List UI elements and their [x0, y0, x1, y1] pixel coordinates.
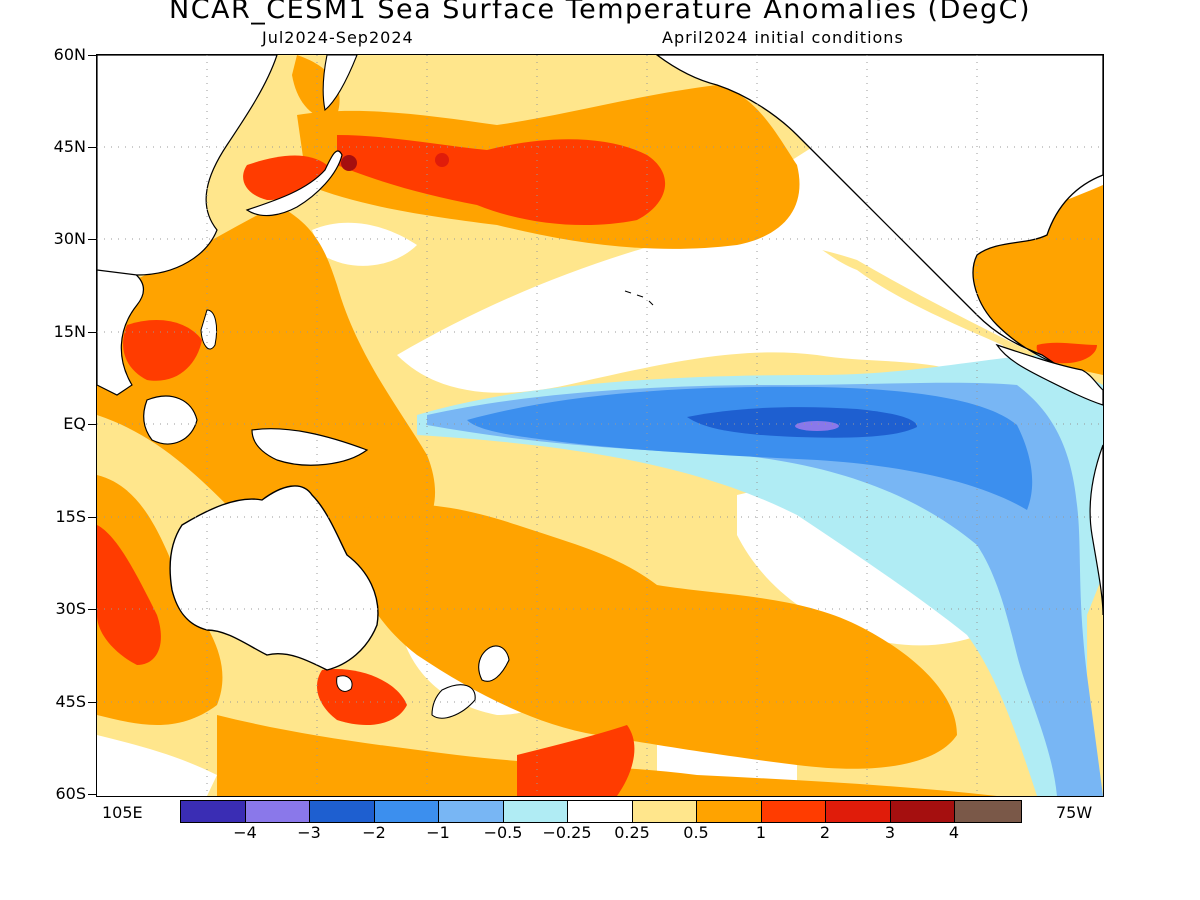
colorbar-label: 2	[819, 823, 831, 842]
caribbean-hot-spot	[1036, 342, 1097, 364]
lat-tick	[88, 517, 96, 518]
hawaii	[624, 290, 654, 306]
southern-ocean-hot-spot	[517, 725, 635, 796]
lat-tick	[88, 147, 96, 148]
colorbar-cell	[955, 801, 1021, 822]
lat-label: EQ	[63, 414, 86, 433]
colorbar-label: −2	[362, 823, 386, 842]
west-pacific-warm-pool	[97, 205, 436, 563]
colorbar-cell	[891, 801, 955, 822]
sst-anomaly-map	[96, 54, 1104, 797]
lat-label: 15S	[55, 507, 86, 526]
colorbar-label: 0.25	[614, 823, 650, 842]
colorbar-label: 1	[755, 823, 767, 842]
lat-label: 45S	[55, 692, 86, 711]
colorbar-cell	[310, 801, 375, 822]
southern-ocean-warm	[217, 715, 997, 796]
colorbar	[180, 800, 1022, 823]
lat-tick	[88, 794, 96, 795]
south-america-coast	[1089, 444, 1103, 616]
new-zealand-south	[431, 684, 476, 719]
japan	[245, 150, 343, 217]
southwest-warm-region	[97, 475, 223, 725]
colorbar-cell	[762, 801, 826, 822]
colorbar-label: −0.5	[483, 823, 523, 842]
colorbar-cell	[697, 801, 762, 822]
map-title: NCAR_CESM1 Sea Surface Temperature Anoma…	[169, 0, 1031, 25]
lat-label: 15N	[53, 322, 86, 341]
colorbar-cell	[504, 801, 568, 822]
north-pacific-neutral-zone	[397, 223, 1047, 415]
colorbar-label: 3	[884, 823, 896, 842]
lat-tick	[88, 424, 96, 425]
colorbar-label: −0.25	[542, 823, 592, 842]
eastern-cool-tongue-medium	[427, 382, 1103, 796]
north-america	[655, 55, 1103, 366]
colorbar-cell	[246, 801, 310, 822]
lat-label: 60N	[53, 45, 86, 64]
colorbar-cell	[826, 801, 891, 822]
borneo	[143, 395, 198, 445]
lat-label: 30N	[53, 229, 86, 248]
colorbar-label: −1	[426, 823, 450, 842]
lon-label-left: 105E	[102, 803, 143, 822]
lat-label: 30S	[55, 599, 86, 618]
colorbar-cell	[181, 801, 246, 822]
lon-label-right: 75W	[1056, 803, 1093, 822]
lat-tick	[88, 702, 96, 703]
west-australia-hot-spot	[97, 525, 161, 665]
northwest-neutral-patch	[312, 222, 417, 266]
east-asia-coast	[97, 55, 278, 276]
australia	[169, 485, 379, 671]
south-china-sea-hot-spot	[123, 320, 202, 381]
new-zealand-north	[478, 645, 510, 682]
colorbar-label: −4	[233, 823, 257, 842]
northwest-pacific-hot-spot	[337, 135, 666, 225]
colorbar-label: 0.5	[683, 823, 709, 842]
tasmania	[336, 675, 353, 692]
lat-label: 45N	[53, 137, 86, 156]
kamchatka	[322, 55, 358, 112]
colorbar-label: 4	[948, 823, 960, 842]
extreme-cold-center	[795, 421, 839, 431]
colorbar-cell	[633, 801, 697, 822]
hokkaido-max	[341, 155, 357, 171]
colorbar-cell	[439, 801, 504, 822]
philippines	[200, 309, 218, 350]
initial-conditions-subtitle: April2024 initial conditions	[662, 28, 904, 47]
southwest-neutral-patch	[97, 735, 217, 796]
new-guinea	[251, 428, 369, 466]
central-america	[995, 343, 1103, 406]
colorbar-cell	[568, 801, 633, 822]
kuroshio-max	[435, 153, 449, 167]
lat-tick	[88, 609, 96, 610]
lat-label: 60S	[55, 784, 86, 803]
lat-tick	[88, 332, 96, 333]
lat-tick	[88, 55, 96, 56]
lat-tick	[88, 239, 96, 240]
colorbar-cell	[375, 801, 439, 822]
period-subtitle: Jul2024-Sep2024	[262, 28, 414, 47]
colorbar-label: −3	[297, 823, 321, 842]
sst-map-svg	[97, 55, 1103, 796]
